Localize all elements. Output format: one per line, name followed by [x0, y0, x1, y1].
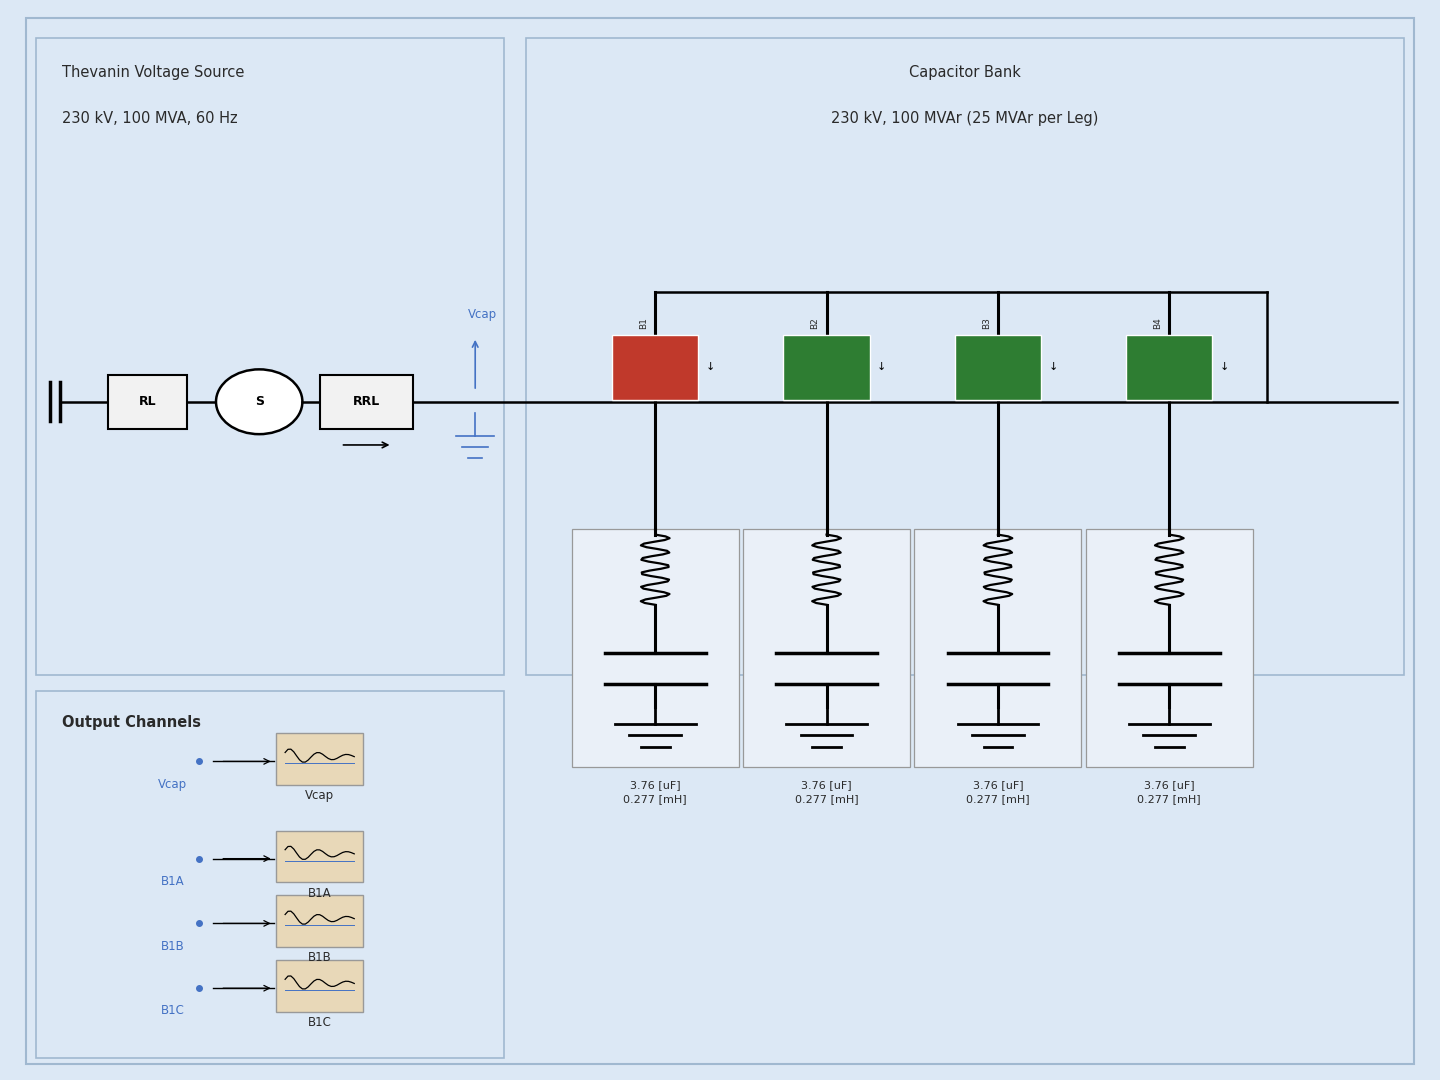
Bar	[276, 895, 363, 947]
Bar	[108, 375, 187, 429]
Text: Output Channels: Output Channels	[62, 715, 202, 730]
Text: B2: B2	[811, 318, 819, 329]
Text: ↓: ↓	[1220, 362, 1230, 373]
Text: ↓: ↓	[877, 362, 887, 373]
Text: Capacitor Bank: Capacitor Bank	[909, 65, 1021, 80]
Bar	[955, 335, 1041, 400]
Bar	[526, 38, 1404, 675]
Text: RL: RL	[138, 395, 157, 408]
Bar	[276, 960, 363, 1012]
Text: B1A: B1A	[161, 875, 184, 888]
Text: B1C: B1C	[308, 1016, 331, 1029]
Circle shape	[216, 369, 302, 434]
Bar	[1126, 335, 1212, 400]
Text: 230 kV, 100 MVAr (25 MVAr per Leg): 230 kV, 100 MVAr (25 MVAr per Leg)	[831, 111, 1099, 126]
Text: ↓: ↓	[706, 362, 716, 373]
Text: 3.76 [uF]
0.277 [mH]: 3.76 [uF] 0.277 [mH]	[966, 780, 1030, 804]
Bar	[572, 529, 739, 767]
Bar	[743, 529, 910, 767]
Text: B1B: B1B	[161, 940, 184, 953]
Bar	[320, 375, 413, 429]
Text: S: S	[255, 395, 264, 408]
Text: 3.76 [uF]
0.277 [mH]: 3.76 [uF] 0.277 [mH]	[624, 780, 687, 804]
Text: Vcap: Vcap	[468, 308, 497, 321]
Text: ↓: ↓	[1048, 362, 1058, 373]
Text: Vcap: Vcap	[305, 789, 334, 802]
Bar	[276, 733, 363, 785]
Bar	[36, 38, 504, 675]
Bar	[36, 691, 504, 1058]
Text: RRL: RRL	[353, 395, 380, 408]
Text: B4: B4	[1153, 318, 1162, 329]
Text: 3.76 [uF]
0.277 [mH]: 3.76 [uF] 0.277 [mH]	[795, 780, 858, 804]
Text: Vcap: Vcap	[158, 778, 187, 791]
Text: B1B: B1B	[308, 951, 331, 964]
Text: B1: B1	[639, 318, 648, 329]
Bar	[612, 335, 698, 400]
Bar	[276, 831, 363, 882]
Bar	[1086, 529, 1253, 767]
Bar	[783, 335, 870, 400]
Text: Thevanin Voltage Source: Thevanin Voltage Source	[62, 65, 245, 80]
Text: B3: B3	[982, 318, 991, 329]
Text: 3.76 [uF]
0.277 [mH]: 3.76 [uF] 0.277 [mH]	[1138, 780, 1201, 804]
Text: B1C: B1C	[161, 1004, 184, 1017]
Text: 230 kV, 100 MVA, 60 Hz: 230 kV, 100 MVA, 60 Hz	[62, 111, 238, 126]
Bar	[914, 529, 1081, 767]
Text: B1A: B1A	[308, 887, 331, 900]
